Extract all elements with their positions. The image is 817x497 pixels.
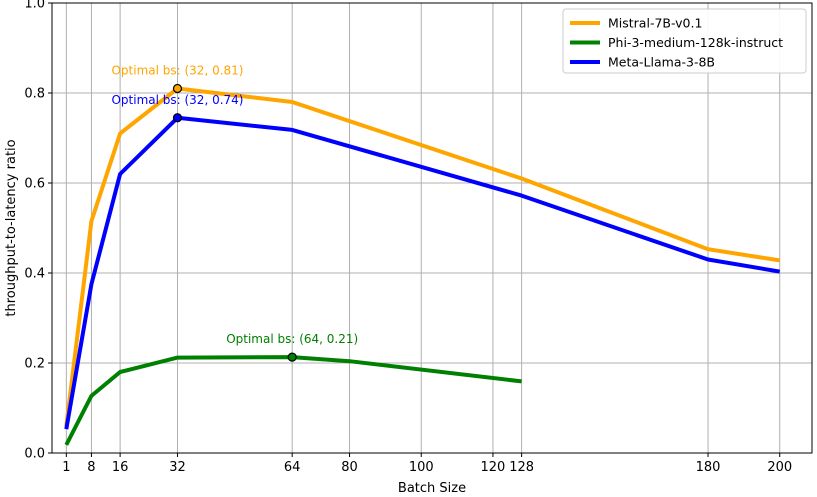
annotations: Optimal bs: (32, 0.81) Optimal bs: (32, 0… [111, 64, 358, 347]
series-line [64, 86, 781, 427]
x-tick-label: 128 [509, 460, 534, 475]
y-tick-label: 0.0 [24, 447, 45, 462]
annotation-label: Optimal bs: (64, 0.21) [226, 332, 358, 346]
x-tick-label: 100 [409, 460, 434, 475]
x-tick-label: 200 [767, 460, 792, 475]
x-tick-label: 180 [696, 460, 721, 475]
optimal-point-marker [172, 83, 183, 94]
y-tick-label: 0.8 [24, 87, 45, 102]
legend-label: Meta-Llama-3-8B [608, 55, 715, 70]
x-tick-label: 16 [112, 460, 129, 475]
legend-label: Mistral-7B-v0.1 [608, 16, 702, 31]
series-line [64, 355, 522, 446]
optimal-markers [172, 83, 297, 362]
y-axis-ticks: 0.0 0.2 0.4 0.6 0.8 1.0 [24, 0, 52, 462]
plot-frame [51, 2, 813, 454]
y-tick-label: 1.0 [24, 0, 45, 12]
x-tick-label: 8 [87, 460, 95, 475]
y-tick-label: 0.4 [24, 267, 45, 282]
series-line [64, 115, 781, 430]
x-tick-label: 64 [284, 460, 301, 475]
y-tick-label: 0.6 [24, 177, 45, 192]
legend: Mistral-7B-v0.1 Phi-3-medium-128k-instruc… [562, 8, 807, 74]
x-tick-label: 80 [341, 460, 358, 475]
optimal-point-marker [287, 352, 297, 362]
x-tick-label: 32 [169, 460, 186, 475]
y-tick-label: 0.2 [24, 357, 45, 372]
legend-box [562, 8, 807, 74]
optimal-point-marker [172, 113, 183, 123]
x-axis-label: Batch Size [398, 481, 466, 496]
annotation-label: Optimal bs: (32, 0.74) [111, 93, 243, 107]
x-tick-label: 120 [481, 460, 506, 475]
x-tick-label: 1 [62, 460, 70, 475]
y-axis-label: throughput-to-latency ratio [4, 139, 19, 316]
legend-label: Phi-3-medium-128k-instruct [608, 35, 783, 50]
annotation-label: Optimal bs: (32, 0.81) [111, 64, 243, 78]
series-layer [64, 86, 781, 446]
x-axis-ticks: 1 8 16 32 64 80 100 120 128 180 200 [62, 453, 792, 475]
